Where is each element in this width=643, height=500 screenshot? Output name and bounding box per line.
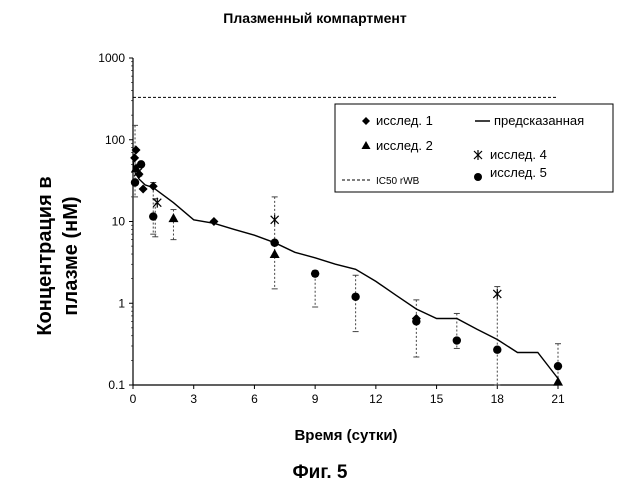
x-tick-label: 21 [551,392,565,406]
x-tick-label: 12 [369,392,383,406]
y-tick-label: 1 [118,296,125,310]
point-study-1 [138,184,148,194]
point-study-5 [136,160,146,169]
point-study-5 [149,212,158,221]
point-study-1 [131,145,141,155]
legend-label-predicted: предсказанная [494,113,584,128]
point-study-2 [269,249,280,259]
x-tick-label: 6 [251,392,258,406]
y-tick-label: 1000 [98,51,125,65]
point-study-5 [130,178,140,187]
point-study-1 [209,217,219,226]
x-tick-label: 15 [430,392,444,406]
legend-frame [334,103,614,193]
point-study-1 [130,153,140,163]
point-study-2 [168,213,179,223]
x-tick-label: 0 [130,392,137,406]
point-study-2 [553,376,563,386]
y-tick-label: 100 [105,133,125,147]
plot-area: 0.1 1 10 100 1000 0 3 6 9 12 15 18 21 [98,51,565,406]
legend-marker-circle [474,173,482,181]
point-study-5 [553,361,563,371]
point-study-5 [412,317,421,326]
legend-label-study-4: исслед. 4 [490,147,547,162]
x-tick-label: 18 [491,392,505,406]
y-tick-label: 10 [112,215,126,229]
legend-label-ic50: IC50 rWB [376,176,420,187]
point-study-5 [452,336,462,345]
legend-marker-diamond [362,117,370,125]
legend-label-study-1: исслед. 1 [376,113,433,128]
point-study-5 [270,238,279,247]
figure-caption: Фиг. 5 [292,462,348,483]
point-study-5 [310,269,320,278]
predicted-line [132,160,559,379]
legend: исслед. 1 предсказанная исслед. 2 исслед… [334,103,614,193]
x-axis-label: Время (сутки) [294,427,397,444]
y-tick-label: 0.1 [108,378,125,392]
point-study-5 [351,292,360,301]
legend-label-study-5: исслед. 5 [490,165,547,180]
legend-marker-star [473,150,483,160]
legend-label-study-2: исслед. 2 [376,138,433,153]
x-tick-label: 3 [190,392,197,406]
legend-marker-triangle [361,141,371,149]
x-tick-label: 9 [312,392,319,406]
chart-title: Плазменный компартмент [223,10,407,26]
point-study-5 [493,345,502,354]
point-study-1 [148,181,158,191]
